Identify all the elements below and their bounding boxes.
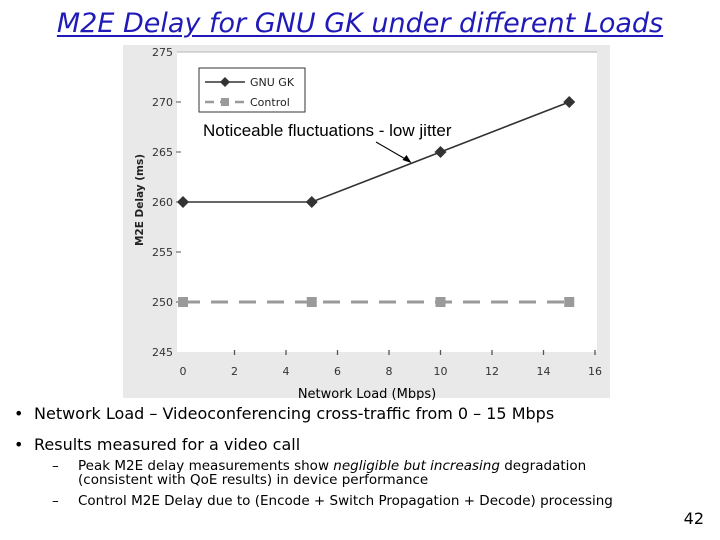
bullet-text: Network Load – Videoconferencing cross-t… — [34, 404, 555, 423]
legend-marker-control — [221, 98, 229, 106]
legend-marker-gnu-gk — [220, 77, 230, 87]
bullet-text: Results measured for a video call — [34, 435, 301, 454]
x-tick-label: 12 — [485, 365, 499, 378]
sub-bullet-text: Control M2E Delay due to (Encode + Switc… — [78, 493, 613, 509]
bullet-item: • Results measured for a video call — [14, 435, 300, 454]
y-axis-label: M2E Delay (ms) — [134, 154, 146, 246]
annotation-text: Noticeable fluctuations - low jitter — [203, 121, 452, 140]
y-tick-label: 245 — [152, 346, 173, 359]
data-point-control — [178, 297, 188, 307]
delay-line-chart: 245 250 255 260 265 270 275 0 2 4 6 8 10 12 14 16 M2E … — [123, 45, 610, 400]
bullet-dot: • — [14, 404, 24, 423]
x-tick-label: 10 — [434, 365, 448, 378]
series-line-gnu-gk — [183, 101, 570, 203]
x-tick-label: 4 — [283, 365, 290, 378]
sub-bullet-continuation: (consistent with QoE results) in device … — [78, 472, 429, 488]
data-point-control — [306, 297, 317, 307]
y-axis-ticks: 245 250 255 260 265 270 275 — [152, 46, 181, 359]
annotation-arrowhead — [402, 155, 412, 163]
series-layer — [177, 96, 576, 307]
legend-box — [198, 67, 306, 113]
sub-bullet-item: – Peak M2E delay measurements show neglig… — [52, 459, 586, 487]
y-tick-label: 260 — [152, 196, 173, 209]
x-tick-label: 14 — [537, 365, 551, 378]
y-tick-label: 250 — [152, 296, 173, 309]
y-tick-label: 270 — [152, 96, 173, 109]
sub-bullet-text-emphasis: negligible but increasing — [333, 458, 500, 474]
sub-bullet-text-post: degradation — [499, 458, 587, 474]
sub-bullet-dash: – — [52, 458, 59, 474]
data-point-gnu-gk — [305, 196, 318, 208]
legend: GNU GK Control — [198, 67, 306, 113]
y-tick-label: 275 — [152, 46, 173, 59]
x-axis-label: Network Load (Mbps) — [298, 387, 436, 400]
data-point-gnu-gk — [177, 196, 189, 208]
y-tick-label: 265 — [152, 146, 173, 159]
x-tick-label: 0 — [180, 365, 187, 378]
sub-bullet-text-pre: Peak M2E delay measurements show — [78, 458, 334, 474]
data-point-gnu-gk — [563, 96, 576, 108]
x-tick-label: 16 — [588, 365, 602, 378]
x-tick-label: 2 — [231, 365, 238, 378]
bullet-item: • Network Load – Videoconferencing cross-… — [14, 404, 554, 423]
slide-title: M2E Delay for GNU GK under different Loa… — [56, 8, 664, 39]
page-number: 42 — [683, 509, 704, 528]
y-tick-label: 255 — [152, 246, 173, 259]
legend-label-control: Control — [250, 96, 290, 109]
legend-label-gnu-gk: GNU GK — [250, 76, 295, 89]
data-point-control — [564, 297, 575, 307]
x-axis-ticks: 0 2 4 6 8 10 12 14 16 — [180, 350, 602, 378]
x-tick-label: 6 — [334, 365, 341, 378]
x-tick-label: 8 — [386, 365, 393, 378]
sub-bullet-item: – Control M2E Delay due to (Encode + Swit… — [52, 494, 613, 508]
sub-bullet-dash: – — [52, 493, 59, 509]
data-point-control — [435, 297, 446, 307]
data-point-gnu-gk — [434, 146, 447, 158]
bullet-dot: • — [14, 435, 24, 454]
